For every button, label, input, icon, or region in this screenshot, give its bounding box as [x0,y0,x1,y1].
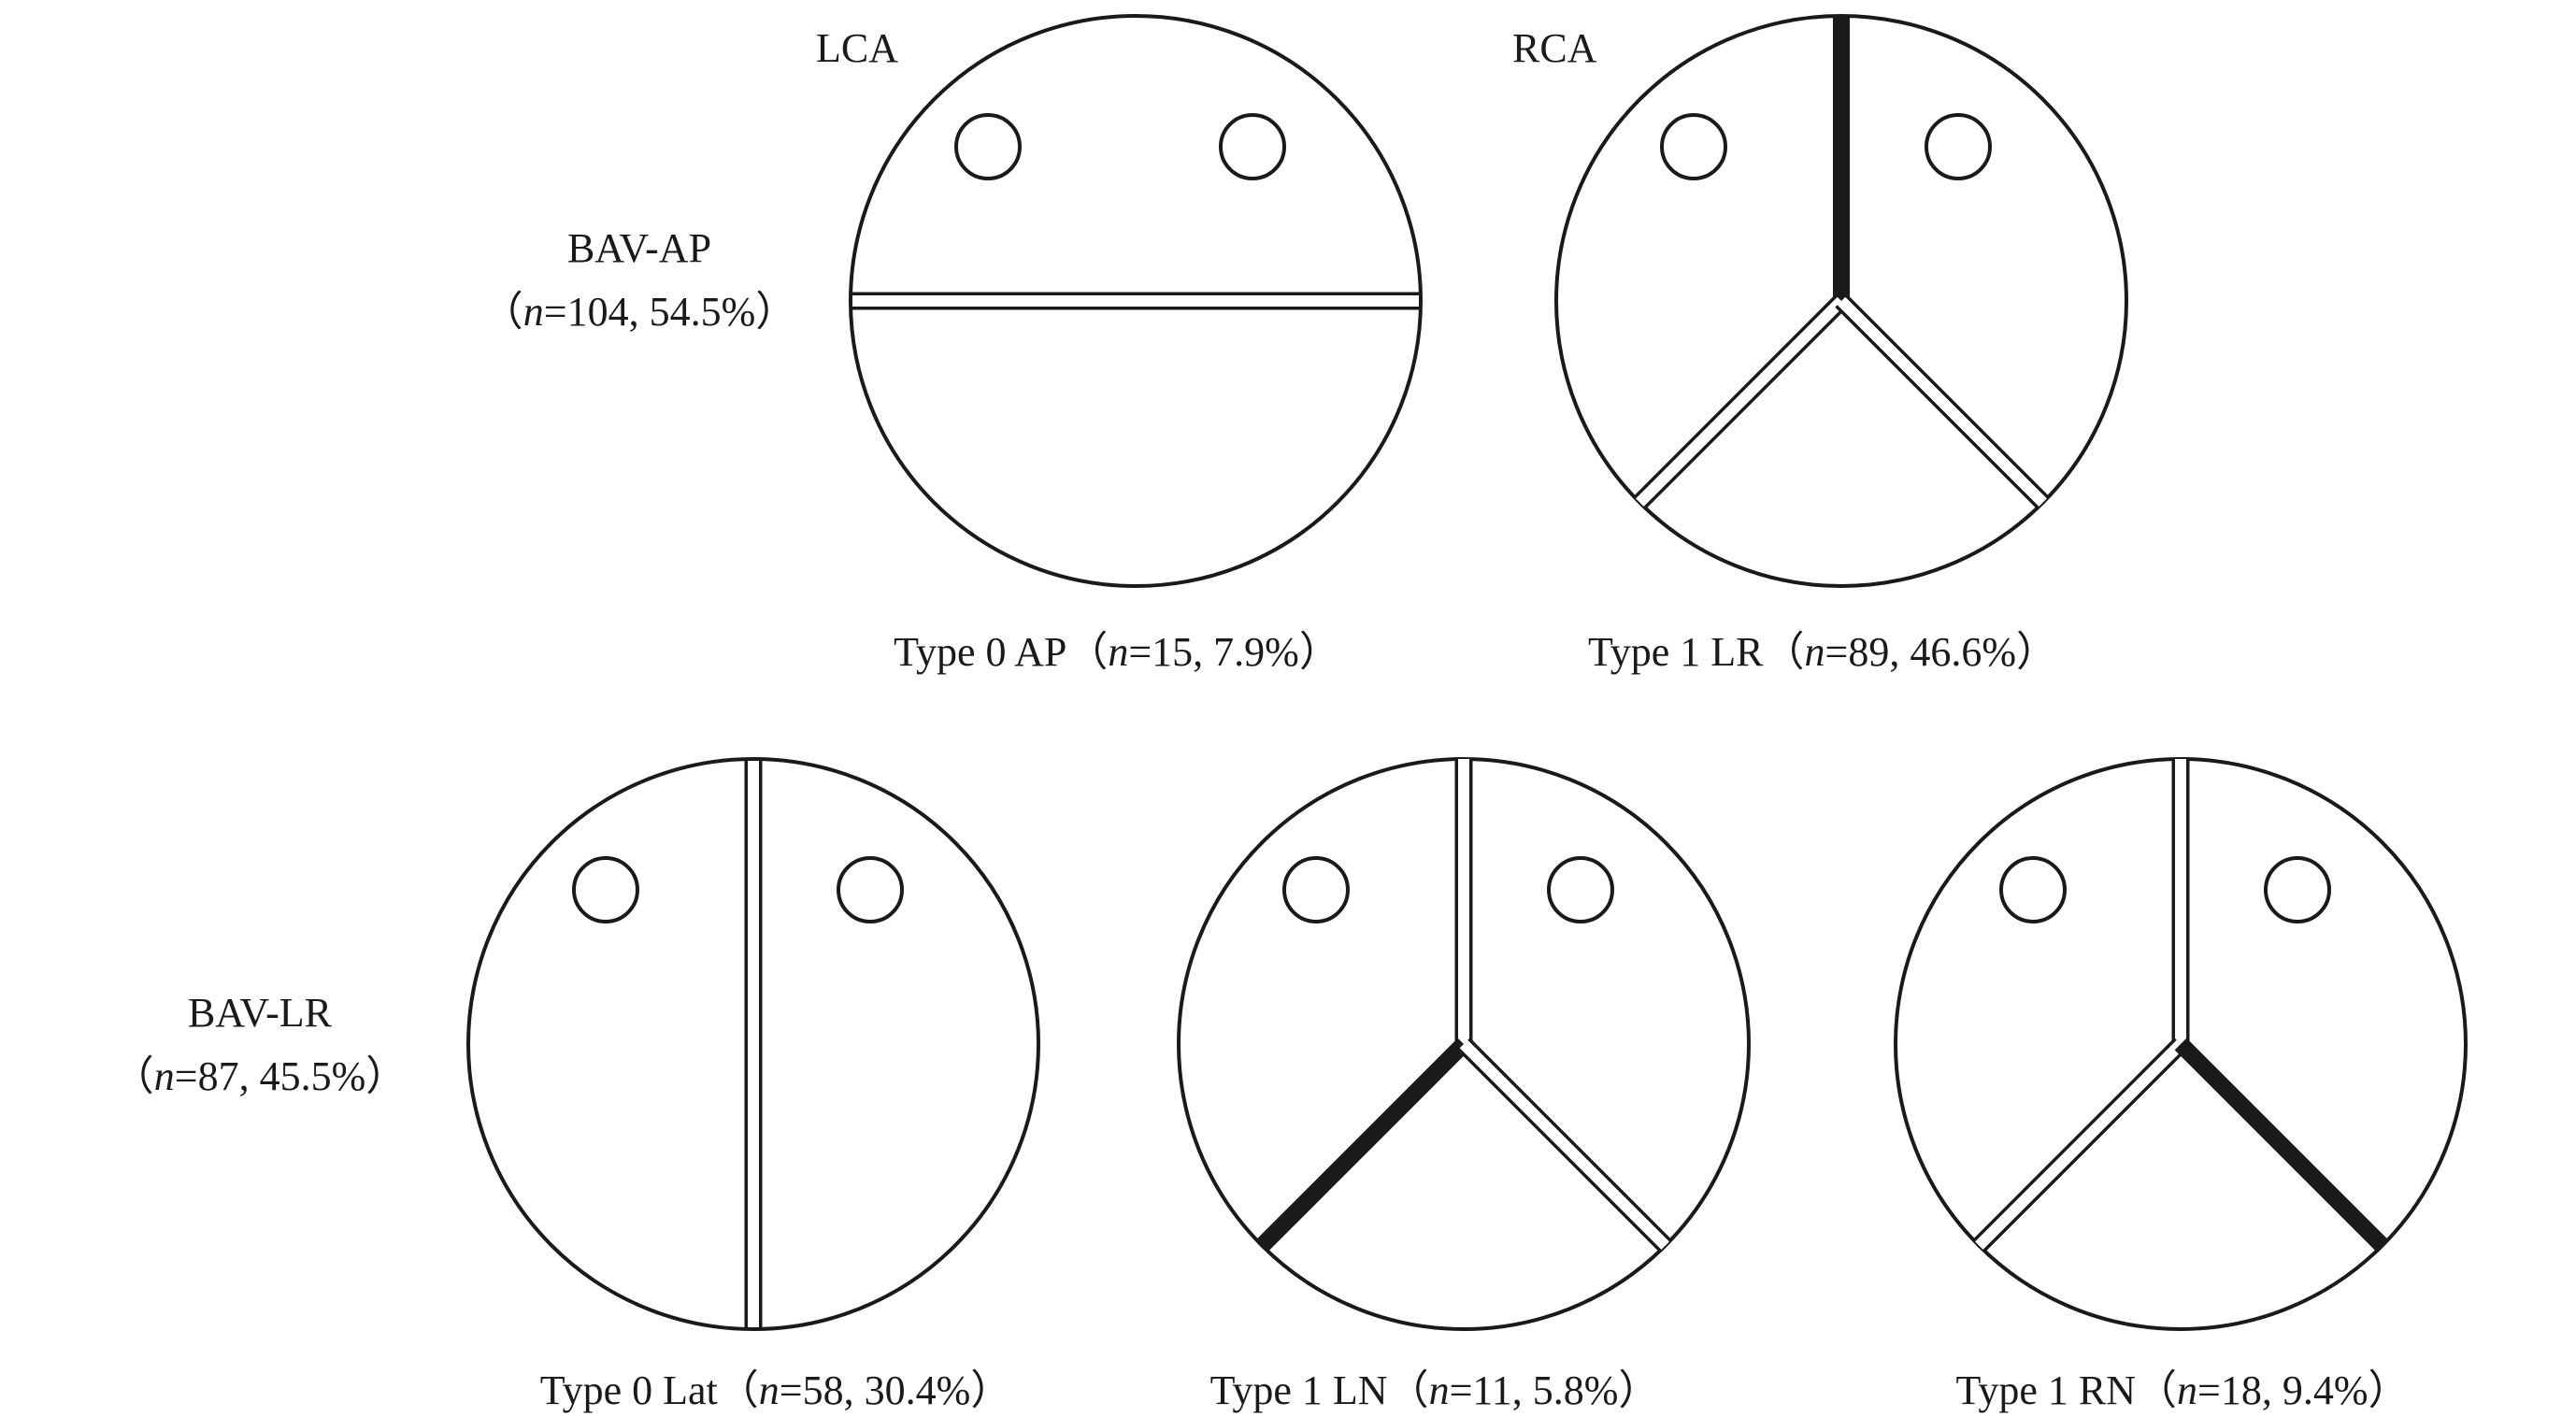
lca-label: LCA [816,25,898,71]
commissure-left-gap [1975,1039,2185,1250]
group-stats-bav-lr: （n=87, 45.5%） [113,1053,407,1099]
rca-label: RCA [1512,25,1597,71]
caption-type-1-lr: Type 1 LR（n=89, 46.6%） [1588,629,2057,675]
commissure-right-gap [1837,296,2047,507]
right-coronary-ostium [1925,113,1992,180]
right-coronary-ostium [2264,856,2331,923]
group-label-bav-lr: BAV-LR [188,990,333,1036]
right-coronary-ostium [1547,856,1614,923]
valve-type-1-rn [1894,757,2468,1331]
right-coronary-ostium [837,856,904,923]
left-coronary-ostium [1282,856,1350,923]
left-coronary-ostium [572,856,639,923]
commissure-right-gap [1459,1039,1669,1250]
valve-type-0-lat [466,757,1040,1331]
valve-type-1-ln [1177,757,1751,1331]
left-coronary-ostium [1660,113,1727,180]
group-label-bav-ap: BAV-AP [567,225,711,271]
caption-type-0-lat: Type 0 Lat（n=58, 30.4%） [540,1367,1011,1413]
caption-type-1-ln: Type 1 LN（n=11, 5.8%） [1210,1367,1660,1413]
right-coronary-ostium [1219,113,1286,180]
commissure-left-gap [1636,296,1846,507]
caption-type-1-rn: Type 1 RN（n=18, 9.4%） [1956,1367,2410,1413]
left-coronary-ostium [954,113,1022,180]
valve-type-0-ap [849,14,1423,588]
valve-type-1-lr [1554,14,2128,588]
group-stats-bav-ap: （n=104, 54.5%） [482,289,796,335]
raphe-line [2174,1038,2389,1252]
left-coronary-ostium [1999,856,2067,923]
caption-type-0-ap: Type 0 AP（n=15, 7.9%） [894,629,1340,675]
raphe-line [1255,1038,1470,1252]
